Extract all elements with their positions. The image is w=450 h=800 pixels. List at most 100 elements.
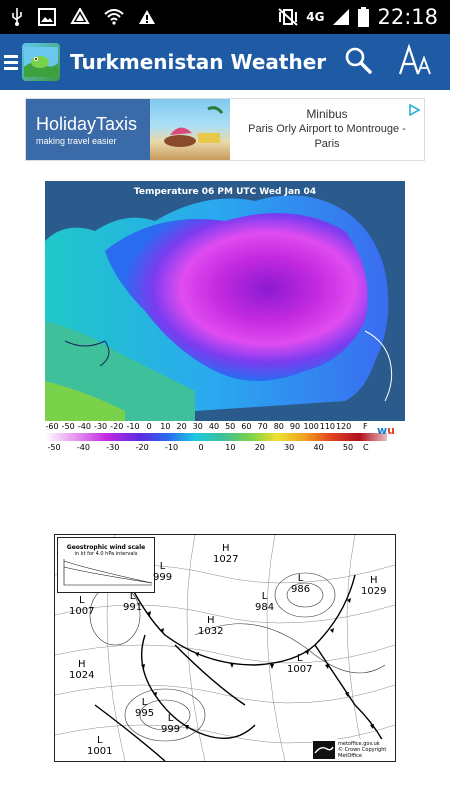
ad-title: Minibus (306, 107, 348, 121)
pressure-centre-letter: L (296, 653, 303, 664)
celsius-tick-label: -20 (135, 443, 149, 452)
high-pressure-label: H 1024 (69, 659, 94, 681)
low-pressure-label: L 1007 (69, 595, 94, 617)
celsius-unit: C (363, 443, 369, 452)
pressure-centre-letter: L (159, 561, 166, 572)
metoffice-site: metoffice.gov.uk (338, 741, 380, 747)
pressure-value: 995 (135, 708, 155, 719)
celsius-tick-label: 40 (313, 443, 324, 452)
app-logo[interactable] (22, 43, 60, 81)
celsius-tick-label: 10 (225, 443, 236, 452)
pressure-value: 1029 (361, 586, 387, 597)
image-icon (38, 8, 56, 26)
ad-choices-icon[interactable] (408, 101, 421, 120)
pressure-centre-letter: L (261, 591, 268, 602)
pressure-value: 1027 (213, 554, 239, 565)
wind-scale-graphic (63, 559, 153, 586)
ad-image[interactable] (150, 99, 230, 160)
celsius-tick-label: 30 (284, 443, 295, 452)
fahrenheit-tick-label: -10 (126, 422, 140, 431)
fahrenheit-tick-label: 80 (273, 422, 284, 431)
fahrenheit-tick-label: 30 (192, 422, 203, 431)
pressure-centre-letter: L (297, 573, 304, 584)
fahrenheit-tick-label: 60 (241, 422, 252, 431)
pressure-value: 984 (255, 602, 275, 613)
fahrenheit-tick-label: 0 (146, 422, 152, 431)
celsius-tick-label: -30 (106, 443, 120, 452)
fahrenheit-unit: F (363, 422, 368, 431)
weather-underground-logo: wu (377, 424, 396, 437)
fahrenheit-tick-label: 40 (208, 422, 220, 431)
ad-text[interactable]: Minibus Paris Orly Airport to Montrouge … (230, 99, 424, 160)
pressure-chart[interactable]: Geostrophic wind scale in kt for 4.0 hPa… (54, 534, 396, 762)
metoffice-copyright: © Crown Copyright (338, 747, 387, 753)
fahrenheit-tick-label: -60 (45, 422, 59, 431)
low-pressure-label: L 1001 (87, 735, 112, 757)
search-icon[interactable] (344, 46, 372, 78)
pressure-centre-letter: L (141, 697, 148, 708)
celsius-tick-label: 0 (198, 443, 204, 452)
vibrate-mute-icon (278, 8, 298, 26)
pressure-value: 1007 (69, 606, 95, 617)
pressure-value: 991 (123, 602, 143, 613)
fahrenheit-tick-label: 100 (303, 422, 319, 431)
low-pressure-label: L 995 (135, 697, 154, 719)
battery-icon (358, 7, 370, 27)
low-pressure-label: L 991 (123, 591, 142, 613)
warning-icon (138, 9, 156, 25)
temperature-scale: -60 -50 -40 -30 -20 -10 0 10 20 30 40 50 60 70 80 90 100… (45, 421, 405, 453)
pressure-value: 999 (153, 572, 173, 583)
app-title: Turkmenistan Weather (70, 50, 327, 74)
fahrenheit-tick-label: -30 (94, 422, 108, 431)
fahrenheit-tick-label: 110 (319, 422, 336, 431)
font-size-icon[interactable] (398, 43, 434, 80)
clock-time: 22:18 (377, 5, 438, 29)
fahrenheit-tick-label: 10 (160, 422, 171, 431)
pressure-centre-letter: H (77, 659, 86, 670)
temperature-map[interactable]: Temperature 06 PM UTC Wed Jan 04 (45, 181, 405, 421)
ad-brand: HolidayTaxis (36, 113, 138, 134)
pressure-centre-letter: L (167, 713, 174, 724)
fahrenheit-tick-label: 20 (176, 422, 187, 431)
pressure-value: 999 (161, 724, 181, 735)
color-scale-bar (45, 433, 387, 441)
ad-banner[interactable]: HolidayTaxis making travel easier Minibu… (25, 98, 425, 161)
menu-icon[interactable] (4, 54, 18, 70)
wind-scale-legend: Geostrophic wind scale in kt for 4.0 hPa… (57, 537, 155, 593)
fahrenheit-tick-label: -50 (61, 422, 75, 431)
celsius-ticks: -50 -40 -30 -20 -10 0 10 20 30 40 50 (45, 443, 385, 453)
signal-icon (332, 8, 350, 26)
low-pressure-label: L 1007 (287, 653, 312, 675)
wifi-icon (104, 9, 124, 25)
pressure-value: 1001 (87, 746, 113, 757)
celsius-tick-label: -10 (165, 443, 179, 452)
celsius-tick-label: -50 (47, 443, 61, 452)
status-bar: 4G 22:18 (0, 0, 450, 34)
pressure-centre-letter: H (369, 575, 378, 586)
ad-tagline: making travel easier (36, 135, 117, 146)
network-type-label: 4G (306, 10, 325, 24)
wind-scale-subtitle: in kt for 4.0 hPa intervals (74, 551, 138, 557)
pressure-centre-letter: L (96, 735, 103, 746)
app-bar: Turkmenistan Weather (0, 34, 450, 90)
metoffice-credit: metoffice.gov.uk © Crown Copyright MetOf… (313, 739, 395, 761)
fahrenheit-tick-label: -40 (77, 422, 91, 431)
celsius-tick-label: 20 (254, 443, 265, 452)
metoffice-logo-icon (313, 741, 335, 759)
metoffice-org: MetOffice (338, 753, 362, 759)
low-pressure-label: L 999 (161, 713, 180, 735)
wind-scale-title: Geostrophic wind scale (66, 544, 146, 551)
recycle-icon (70, 8, 90, 26)
pressure-centre-letter: H (221, 543, 230, 554)
pressure-centre-letter: H (206, 615, 215, 626)
pressure-value: 1032 (198, 626, 224, 637)
low-pressure-label: L 984 (255, 591, 274, 613)
ad-brand-logo[interactable]: HolidayTaxis making travel easier (26, 99, 150, 160)
fahrenheit-tick-label: 90 (289, 422, 301, 431)
low-pressure-label: L 986 (291, 573, 310, 595)
fahrenheit-tick-label: 70 (257, 422, 268, 431)
pressure-centre-letter: L (129, 591, 136, 602)
temperature-map-title: Temperature 06 PM UTC Wed Jan 04 (134, 187, 316, 197)
pressure-centre-letter: L (78, 595, 85, 606)
usb-icon (10, 8, 24, 26)
